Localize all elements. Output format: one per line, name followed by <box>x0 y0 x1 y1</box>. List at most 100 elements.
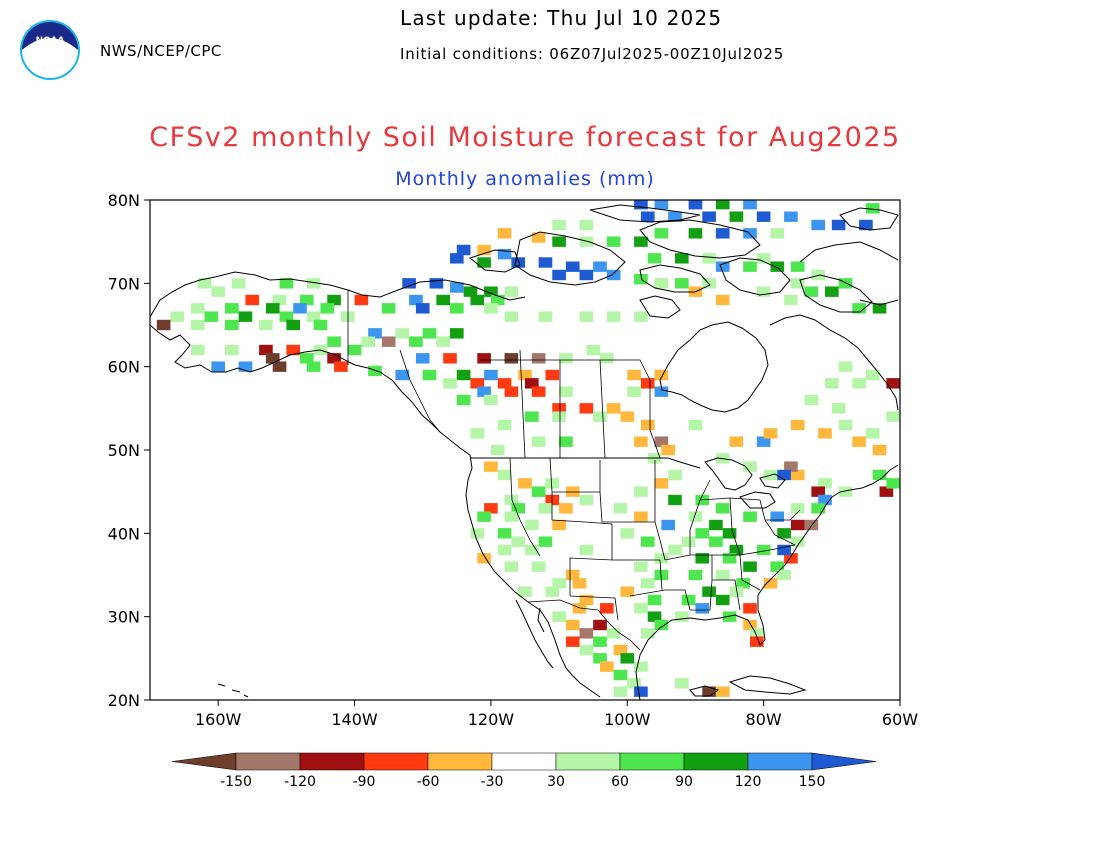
anomaly-cell <box>552 611 566 622</box>
map-axes: 160W 140W 120W 100W 80W 60W 80N 70N 60N 50N 40N 30N… <box>108 191 919 729</box>
anomaly-cell <box>831 219 846 231</box>
anomaly-cell <box>600 353 614 364</box>
x-tick-label: 100W <box>604 710 651 729</box>
anomaly-cell <box>484 461 498 472</box>
anomaly-cell <box>756 253 771 264</box>
greenland-coast <box>799 241 899 306</box>
anomaly-cell <box>756 436 771 447</box>
anomaly-cell <box>225 344 239 356</box>
colorbar-arrow-right <box>811 752 877 771</box>
anomaly-cell <box>565 619 580 631</box>
anomaly-cell <box>654 228 669 239</box>
anomaly-cell <box>511 536 525 547</box>
anomaly-cell <box>872 303 887 314</box>
anomaly-cell <box>865 369 880 381</box>
colorbar-label: 120 <box>735 774 762 790</box>
province-borders <box>347 290 661 459</box>
anomaly-cell <box>484 303 498 314</box>
anomaly-cell <box>395 369 410 381</box>
anomaly-cell <box>865 428 880 439</box>
anomaly-cell <box>552 519 566 531</box>
anomaly-cell <box>852 303 866 314</box>
anomaly-cell <box>715 594 730 606</box>
anomaly-cell <box>518 369 532 381</box>
anomaly-cell <box>225 319 239 331</box>
y-tick-label: 60N <box>108 358 140 377</box>
anomaly-cell <box>579 311 594 322</box>
anomaly-cell <box>715 503 730 514</box>
state-borders <box>509 457 801 621</box>
anomaly-cell <box>436 294 450 306</box>
anomaly-cell <box>627 386 641 397</box>
colorbar-arrow-left <box>171 752 237 771</box>
anomaly-cell <box>770 561 785 572</box>
anomaly-cell <box>470 294 485 306</box>
anomaly-cell <box>204 311 219 322</box>
anomaly-cell <box>838 278 853 289</box>
anomaly-cell <box>579 269 594 281</box>
anomaly-cell <box>497 378 512 389</box>
anomaly-cell <box>804 394 819 406</box>
anomaly-cell <box>231 278 246 289</box>
anomaly-cell <box>606 236 621 247</box>
colorbar-segment <box>555 752 621 771</box>
anomaly-cell <box>620 411 635 422</box>
anomaly-cell <box>647 611 662 622</box>
anomaly-cell <box>436 336 450 347</box>
anomaly-cell <box>259 344 273 356</box>
anomaly-cell <box>750 636 764 647</box>
anomaly-cell <box>470 378 485 389</box>
anomaly-cell <box>600 661 614 672</box>
anomaly-cell <box>715 569 730 581</box>
anomaly-cell <box>654 278 669 289</box>
anomaly-cell <box>552 236 566 247</box>
anomaly-cell <box>497 469 512 481</box>
anomaly-cell <box>190 303 205 314</box>
chart-subtitle: Monthly anomalies (mm) <box>395 168 655 190</box>
caribbean-islands <box>217 675 807 698</box>
anomaly-cell <box>450 303 464 314</box>
anomaly-cell <box>865 203 880 214</box>
anomaly-cell <box>600 603 614 614</box>
anomaly-cell <box>286 319 300 331</box>
anomaly-cell <box>756 211 771 222</box>
anomaly-cell <box>422 328 437 339</box>
anomaly-cell <box>279 311 294 322</box>
colorbar-segment <box>491 752 557 771</box>
anomaly-cell <box>552 269 566 281</box>
anomaly-cell <box>736 578 750 589</box>
anomaly-cell <box>552 411 566 422</box>
anomaly-cell <box>715 200 730 210</box>
anomaly-cell <box>525 378 539 389</box>
noaa-logo: NOAA <box>20 20 80 80</box>
anomaly-cell <box>790 419 805 431</box>
x-tick-label: 120W <box>468 710 515 729</box>
anomaly-cell <box>422 369 437 381</box>
anomaly-cell <box>484 394 498 406</box>
y-tick-label: 30N <box>108 608 140 627</box>
anomaly-cell <box>259 319 273 331</box>
anomaly-cell <box>750 628 764 639</box>
anomaly-cell <box>593 261 607 272</box>
anomaly-cell <box>681 594 696 606</box>
anomaly-cell <box>695 553 710 564</box>
anomaly-cell <box>872 444 887 456</box>
anomaly-cell <box>504 353 519 364</box>
anomaly-cell <box>743 200 757 210</box>
anomaly-cell <box>675 253 689 264</box>
anomaly-cell <box>429 278 444 289</box>
anomaly-cell <box>354 294 369 306</box>
anomaly-cell <box>286 344 300 356</box>
anomaly-cell <box>450 253 464 264</box>
anomaly-cell <box>634 603 648 614</box>
anomaly-cell <box>756 286 771 297</box>
anomaly-cell <box>565 636 580 647</box>
anomaly-cell <box>306 311 321 322</box>
anomaly-cell <box>545 369 560 381</box>
anomaly-cell <box>238 311 253 322</box>
anomaly-cell <box>852 378 866 389</box>
anomaly-cell <box>790 278 805 289</box>
anomaly-cell <box>504 386 519 397</box>
anomaly-cell <box>811 219 825 231</box>
colorbar-segment <box>363 752 429 771</box>
